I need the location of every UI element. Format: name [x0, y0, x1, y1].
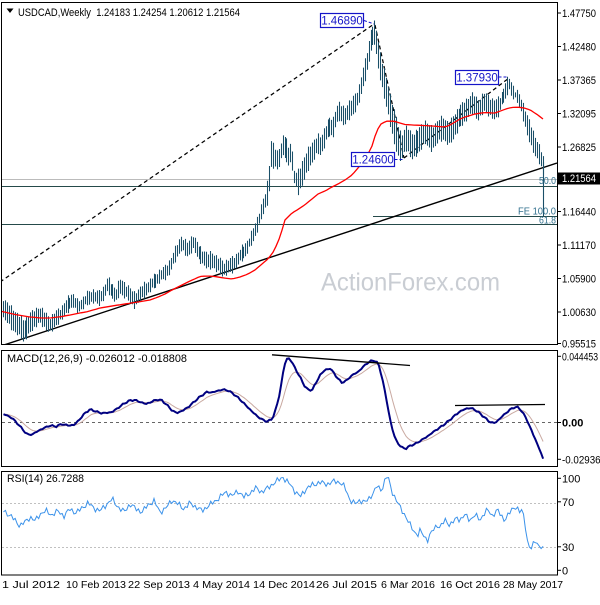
svg-text:1.26825: 1.26825 — [562, 142, 596, 154]
svg-text:26 Jul 2015: 26 Jul 2015 — [316, 580, 378, 591]
svg-text:0: 0 — [562, 565, 568, 577]
svg-text:30: 30 — [562, 542, 574, 554]
svg-text:1 Jul 2012: 1 Jul 2012 — [2, 580, 61, 591]
svg-text:1.46890: 1.46890 — [321, 16, 363, 28]
svg-text:USDCAD,Weekly 1.24183 1.24254: USDCAD,Weekly 1.24183 1.24254 1.20612 1.… — [18, 7, 240, 19]
svg-text:0.95515: 0.95515 — [562, 339, 596, 351]
svg-text:1.21564: 1.21564 — [562, 173, 596, 185]
svg-text:RSI(14) 26.7288: RSI(14) 26.7288 — [7, 473, 84, 485]
svg-text:100: 100 — [562, 473, 580, 485]
svg-text:1.37930: 1.37930 — [456, 73, 498, 85]
svg-text:ActionForex.com: ActionForex.com — [321, 269, 500, 297]
svg-text:22 Sep 2013: 22 Sep 2013 — [128, 580, 190, 591]
svg-text:MACD(12,26,9) -0.026012 -0.018: MACD(12,26,9) -0.026012 -0.018808 — [7, 353, 187, 365]
svg-text:70: 70 — [562, 497, 574, 509]
svg-text:28 May 2017: 28 May 2017 — [503, 580, 563, 591]
svg-text:1.24600: 1.24600 — [352, 155, 394, 167]
svg-text:1.47750: 1.47750 — [562, 8, 596, 20]
svg-text:1.16440: 1.16440 — [562, 207, 596, 219]
svg-text:0.044453: 0.044453 — [562, 351, 598, 363]
svg-text:1.00630: 1.00630 — [562, 307, 596, 319]
svg-text:1.32095: 1.32095 — [562, 109, 596, 121]
svg-text:-0.029367: -0.029367 — [562, 454, 600, 466]
svg-text:1.11170: 1.11170 — [562, 240, 596, 252]
svg-text:1.42480: 1.42480 — [562, 42, 596, 54]
svg-text:14 Dec 2014: 14 Dec 2014 — [253, 580, 315, 591]
svg-text:61.8: 61.8 — [539, 216, 556, 227]
svg-text:50.0: 50.0 — [539, 176, 556, 187]
svg-text:16 Oct 2016: 16 Oct 2016 — [440, 580, 500, 591]
svg-text:0.00: 0.00 — [562, 418, 583, 430]
svg-text:4 May 2014: 4 May 2014 — [193, 580, 250, 591]
svg-text:1.37365: 1.37365 — [562, 75, 596, 87]
svg-text:1.05900: 1.05900 — [562, 274, 596, 286]
svg-text:FE 100.0: FE 100.0 — [518, 207, 556, 218]
svg-text:10 Feb 2013: 10 Feb 2013 — [66, 580, 126, 591]
svg-text:6 Mar 2016: 6 Mar 2016 — [381, 580, 435, 591]
